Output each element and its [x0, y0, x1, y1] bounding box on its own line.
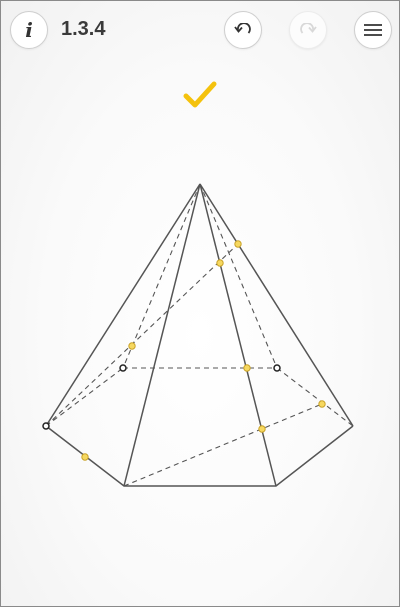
menu-button[interactable]	[354, 11, 392, 49]
vertex[interactable]	[42, 422, 50, 430]
redo-button[interactable]	[289, 11, 327, 49]
vertices	[42, 364, 281, 430]
hidden-edges	[45, 183, 354, 427]
solid-edges	[45, 183, 354, 487]
marked-points	[81, 240, 326, 461]
vertex[interactable]	[273, 364, 281, 372]
level-number: 1.3.4	[61, 18, 106, 40]
marked-point[interactable]	[234, 240, 242, 248]
marked-point[interactable]	[258, 425, 266, 433]
menu-icon	[364, 24, 382, 36]
redo-icon	[300, 23, 317, 34]
info-icon: i	[25, 18, 33, 42]
vertex[interactable]	[119, 364, 127, 372]
undo-button[interactable]	[224, 11, 262, 49]
top-bar: i 1.3.4	[1, 1, 399, 61]
section-lines	[45, 243, 323, 487]
marked-point[interactable]	[243, 364, 251, 372]
undo-icon	[234, 23, 251, 34]
checkmark-icon	[183, 81, 217, 108]
marked-point[interactable]	[81, 453, 89, 461]
marked-point[interactable]	[216, 259, 224, 267]
marked-point[interactable]	[128, 342, 136, 350]
info-button[interactable]: i	[10, 11, 48, 49]
marked-point[interactable]	[318, 400, 326, 408]
